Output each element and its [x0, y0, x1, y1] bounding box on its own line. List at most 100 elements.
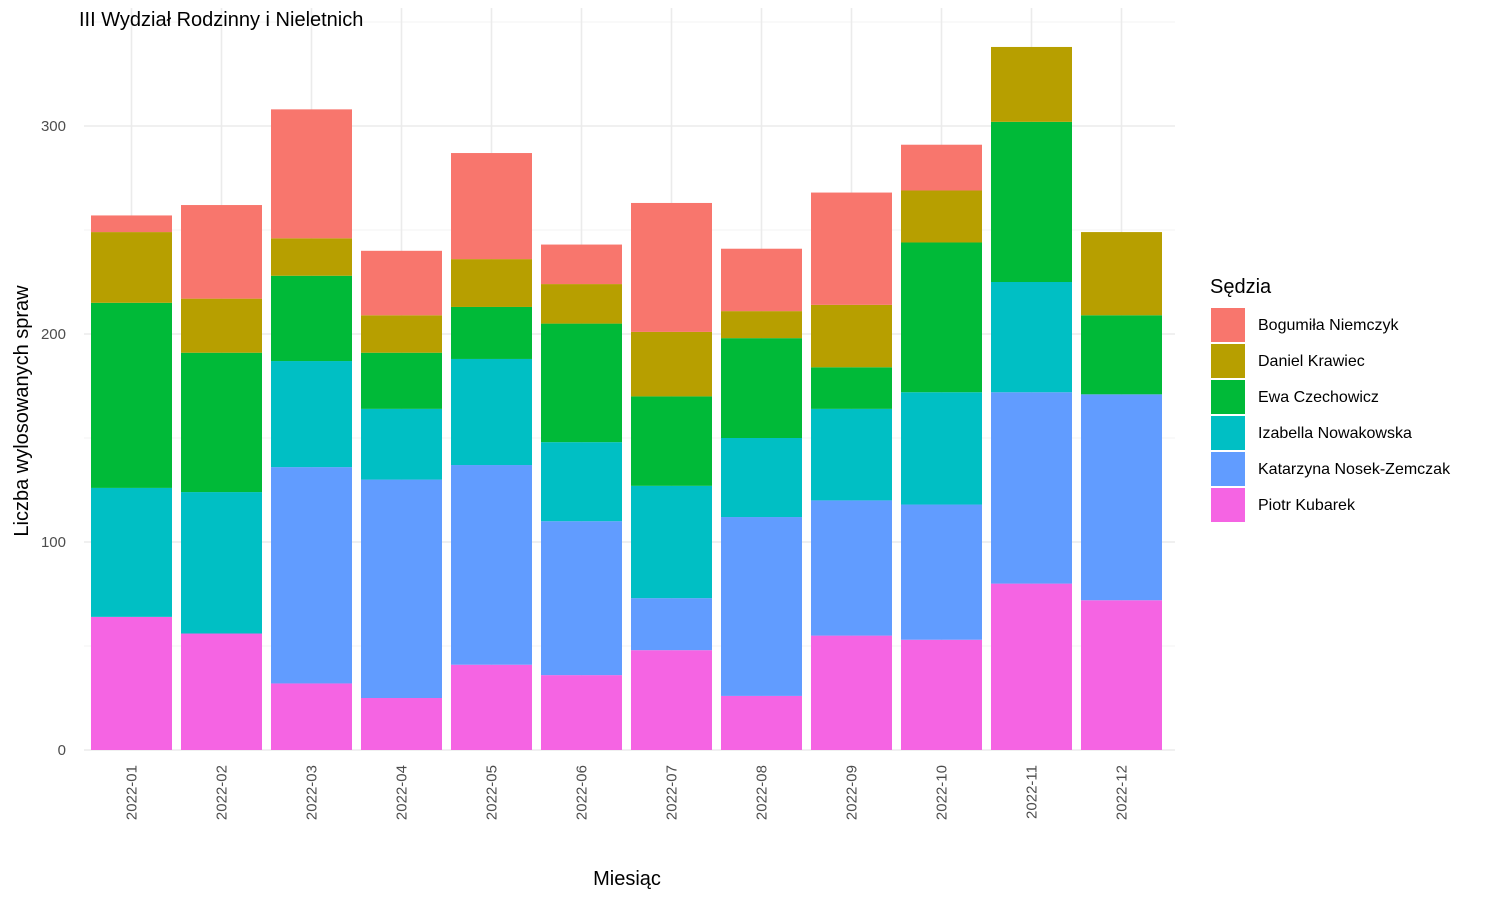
legend-items: Bogumiła Niemczyk Daniel Krawiec Ewa Czech… [1211, 308, 1451, 522]
bar-segment [181, 492, 262, 634]
bar-segment [91, 487, 172, 617]
bar-segment [811, 192, 892, 305]
legend-swatch [1211, 344, 1245, 378]
x-tick-label: 2022-09 [844, 765, 861, 820]
x-tick-label: 2022-12 [1114, 765, 1131, 820]
bar-segment [181, 298, 262, 353]
bar-segment [991, 583, 1072, 750]
legend: Sędzia Bogumiła Niemczyk Daniel Krawiec Ew… [1210, 276, 1451, 522]
x-tick-label: 2022-10 [934, 765, 951, 820]
legend-label: Izabella Nowakowska [1258, 425, 1412, 442]
bar-segment [271, 361, 352, 468]
x-axis-ticks: 2022-01 2022-02 2022-03 2022-04 2022-05 2022-… [124, 765, 1131, 820]
bar-segment [631, 650, 712, 750]
bar-segment [811, 304, 892, 368]
bar-segment [631, 331, 712, 397]
x-tick-label: 2022-05 [484, 765, 501, 820]
x-axis-title: Miesiąc [593, 868, 661, 890]
bar-segment [811, 408, 892, 501]
legend-swatch [1211, 308, 1245, 342]
bar-segment [361, 352, 442, 409]
bar-segment [361, 315, 442, 353]
legend-label: Piotr Kubarek [1258, 497, 1356, 514]
bar-segment [181, 633, 262, 750]
legend-swatch [1211, 452, 1245, 486]
x-tick-label: 2022-11 [1024, 765, 1041, 819]
bar-segment [361, 698, 442, 750]
x-tick-label: 2022-02 [214, 765, 231, 820]
legend-label: Bogumiła Niemczyk [1258, 317, 1399, 334]
bar-segment [631, 202, 712, 332]
bar-segment [91, 302, 172, 488]
legend-swatch [1211, 488, 1245, 522]
x-tick-label: 2022-08 [754, 765, 771, 820]
x-tick-label: 2022-01 [124, 765, 141, 820]
y-tick-label: 200 [41, 326, 66, 343]
bar-segment [91, 616, 172, 750]
bar-segment [361, 250, 442, 316]
bar-segment [901, 242, 982, 393]
bar-segment [811, 367, 892, 409]
bars [91, 46, 1162, 750]
y-tick-label: 100 [41, 534, 66, 551]
bar-segment [181, 205, 262, 299]
bar-segment [1081, 394, 1162, 601]
bar-segment [991, 392, 1072, 584]
bar-segment [901, 504, 982, 640]
bar-segment [991, 121, 1072, 282]
bar-segment [811, 500, 892, 636]
bar-segment [631, 598, 712, 651]
bar-segment [541, 675, 622, 750]
bar-segment [901, 190, 982, 243]
bar-segment [91, 215, 172, 233]
bar-segment [451, 153, 532, 260]
x-tick-label: 2022-06 [574, 765, 591, 820]
x-tick-label: 2022-04 [394, 765, 411, 820]
bar-segment [811, 635, 892, 750]
bar-segment [271, 275, 352, 362]
bar-segment [721, 248, 802, 312]
legend-swatch [1211, 380, 1245, 414]
bar-segment [181, 352, 262, 493]
y-axis-ticks: 0 100 200 300 [41, 118, 66, 759]
bar-segment [541, 244, 622, 285]
y-tick-label: 300 [41, 118, 66, 135]
bar-segment [451, 664, 532, 750]
x-tick-label: 2022-03 [304, 765, 321, 820]
bar-segment [271, 238, 352, 276]
legend-swatch [1211, 416, 1245, 450]
x-tick-label: 2022-07 [664, 765, 681, 820]
legend-label: Katarzyna Nosek-Zemczak [1258, 461, 1451, 478]
bar-segment [901, 639, 982, 750]
chart-title: III Wydział Rodzinny i Nieletnich [79, 9, 363, 31]
bar-segment [901, 392, 982, 505]
bar-segment [901, 144, 982, 191]
bar-segment [721, 695, 802, 750]
bar-segment [1081, 315, 1162, 395]
bar-segment [361, 408, 442, 480]
legend-label: Daniel Krawiec [1258, 353, 1365, 370]
bar-segment [721, 338, 802, 438]
y-tick-label: 0 [58, 742, 66, 759]
bar-segment [721, 438, 802, 518]
bar-segment [721, 517, 802, 696]
bar-segment [271, 683, 352, 750]
bar-segment [271, 467, 352, 684]
bar-segment [451, 306, 532, 359]
bar-segment [451, 465, 532, 665]
bar-segment [631, 396, 712, 486]
bar-segment [541, 284, 622, 324]
bar-segment [1081, 600, 1162, 750]
bar-segment [541, 442, 622, 522]
legend-title: Sędzia [1210, 276, 1272, 298]
bar-segment [631, 485, 712, 599]
bar-segment [541, 323, 622, 443]
bar-segment [271, 109, 352, 239]
bar-segment [451, 259, 532, 307]
y-axis-title: Liczba wylosowanych spraw [11, 285, 33, 537]
bar-segment [451, 358, 532, 466]
bar-segment [991, 46, 1072, 122]
bar-segment [361, 479, 442, 698]
